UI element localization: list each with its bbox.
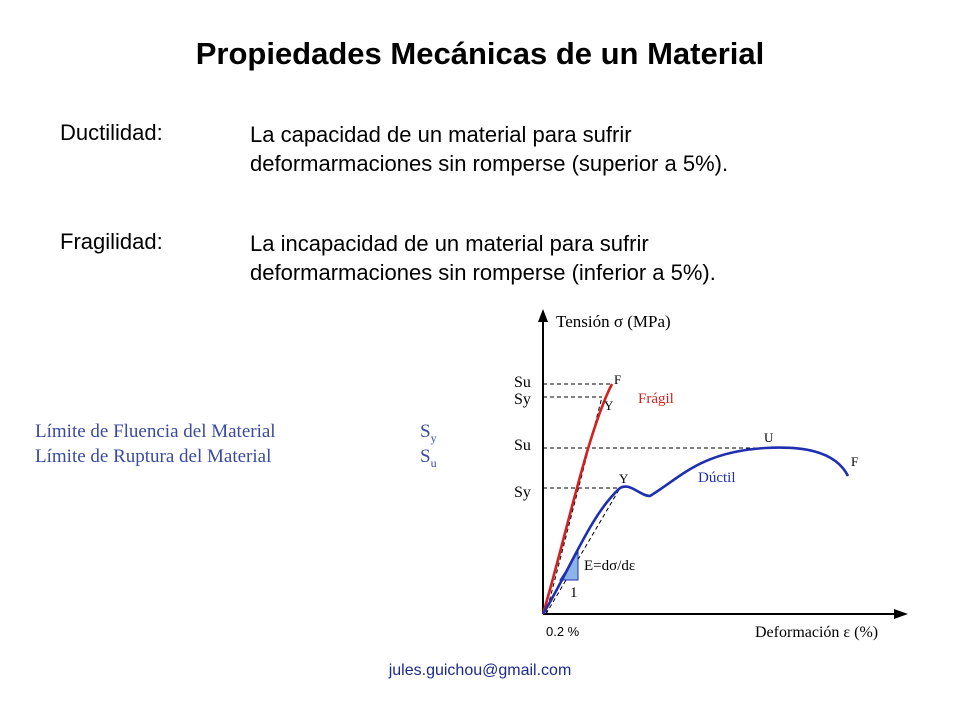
fragile-curve (541, 383, 614, 615)
slope-unit-label: 1 (570, 585, 578, 601)
y-axis-arrow-icon (538, 309, 548, 322)
legend-yield-label: Límite de Fluencia del Material (35, 421, 276, 442)
fragility-definition-line-2: deformarmaciones sin romperse (inferior … (250, 260, 716, 285)
ductile-ultimate-label: U (764, 430, 774, 445)
fragility-definition-line-1: La incapacidad de un material para sufri… (250, 231, 649, 256)
legend-yield-symbol: Sy (420, 421, 437, 445)
offset-label: 0.2 % (546, 624, 580, 639)
fragile-yield-label: Y (604, 398, 614, 413)
ductility-term: Ductilidad: (60, 120, 163, 145)
ductile-offset-line (545, 487, 621, 615)
ductile-yield-label: Y (619, 471, 629, 486)
legend-yield-row: Límite de Fluencia del Material Sy (35, 421, 437, 445)
legend-rupture-symbol: Su (420, 446, 437, 470)
ductile-curve (541, 446, 850, 615)
x-axis-arrow-icon (894, 609, 908, 619)
fragile-su-label: Su (514, 374, 531, 391)
x-axis-label: Deformación ε (%) (755, 624, 878, 641)
ductile-sy-label: Sy (514, 484, 531, 501)
modulus-label: E=dσ/dε (584, 558, 635, 574)
fragility-term: Fragilidad: (60, 229, 163, 254)
ductile-curve-name: Dúctil (698, 470, 736, 486)
fragile-offset-line (545, 396, 603, 615)
fragile-fracture-label: F (614, 372, 621, 387)
ductility-definition-line-1: La capacidad de un material para sufrir (250, 122, 632, 147)
fragile-curve-name: Frágil (638, 391, 674, 407)
fragile-sy-label: Sy (514, 391, 531, 408)
y-axis-label: Tensión σ (MPa) (556, 312, 671, 331)
ductile-su-label: Su (514, 437, 531, 454)
ductile-fracture-label: F (851, 454, 858, 469)
legend-rupture-label: Límite de Ruptura del Material (35, 446, 272, 467)
fragility-definition: La incapacidad de un material para sufri… (250, 229, 716, 287)
footer-email: jules.guichou@gmail.com (388, 662, 572, 679)
legend-rupture-row: Límite de Ruptura del Material Su (35, 446, 437, 470)
stress-strain-diagram: Tensión σ (MPa) Deformación ε (%) 0.2 % … (514, 309, 908, 641)
ductility-definition: La capacidad de un material para sufrir … (250, 120, 728, 178)
ductility-definition-line-2: deformarmaciones sin romperse (superior … (250, 151, 729, 176)
page-title: Propiedades Mecánicas de un Material (195, 36, 765, 71)
